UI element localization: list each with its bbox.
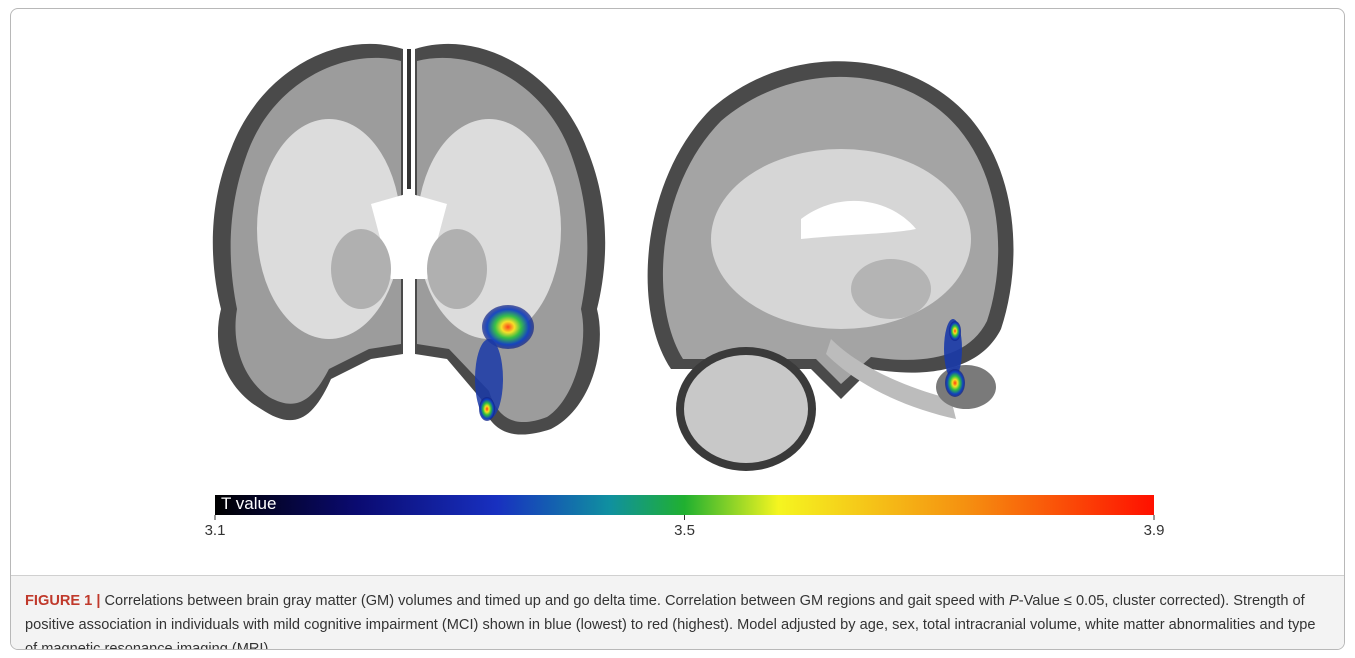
colorbar-tick-label: 3.5 <box>674 522 695 539</box>
coronal-brain <box>213 44 605 435</box>
colorbar-tick-label: 3.1 <box>205 522 226 539</box>
colorbar-label: T value <box>221 494 276 513</box>
colorbar-tick-label: 3.9 <box>1144 522 1165 539</box>
caption: FIGURE 1 | Correlations between brain gr… <box>11 576 1344 650</box>
colorbar <box>215 495 1154 515</box>
figure: T value 3.1 3.5 3.9 <box>11 9 1344 575</box>
colorbar-ticks: 3.1 3.5 3.9 <box>205 515 1165 539</box>
figure-frame: T value 3.1 3.5 3.9 FIGURE 1 | Correlation… <box>10 8 1345 650</box>
caption-box: FIGURE 1 | Correlations between brain gr… <box>11 575 1344 650</box>
caption-italic: P <box>1009 593 1019 609</box>
caption-label: FIGURE 1 | <box>25 593 100 609</box>
caption-text: Correlations between brain gray matter (… <box>105 593 1009 609</box>
sagittal-brain <box>648 61 1014 471</box>
